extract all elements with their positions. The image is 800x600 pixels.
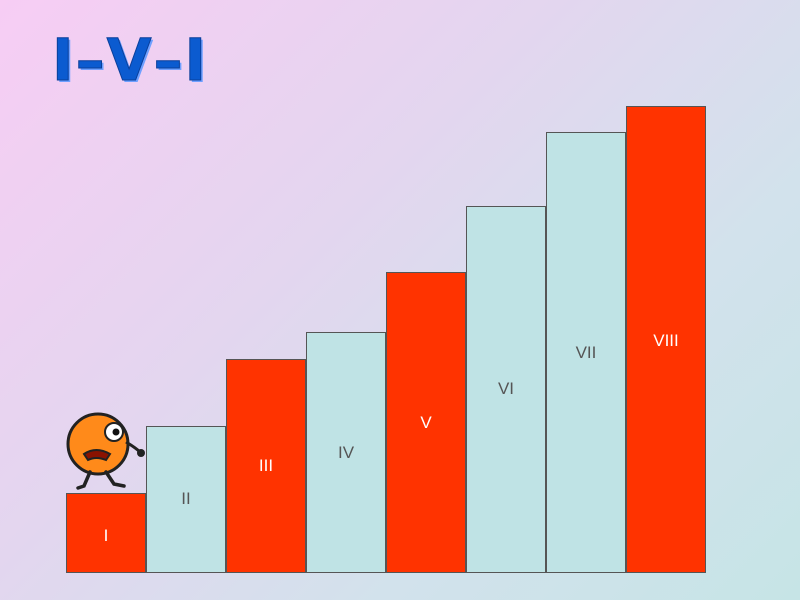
step-label: III bbox=[258, 456, 274, 475]
step-label: VII bbox=[575, 343, 597, 362]
step-label: VI bbox=[497, 379, 515, 398]
walking-cartoon-character-icon bbox=[62, 408, 154, 499]
title: I–V–I bbox=[51, 26, 209, 95]
step-5: V bbox=[386, 272, 466, 573]
step-7: VII bbox=[546, 132, 626, 573]
step-4: IV bbox=[306, 332, 386, 573]
step-3: III bbox=[226, 359, 306, 573]
step-label: VIII bbox=[653, 331, 679, 350]
step-label: IV bbox=[337, 443, 355, 462]
step-1: I bbox=[66, 493, 146, 573]
step-label: V bbox=[420, 413, 432, 432]
step-2: II bbox=[146, 426, 226, 573]
step-8: VIII bbox=[626, 106, 706, 573]
step-label: II bbox=[181, 489, 191, 508]
step-label: I bbox=[103, 526, 109, 545]
step-6: VI bbox=[466, 206, 546, 573]
